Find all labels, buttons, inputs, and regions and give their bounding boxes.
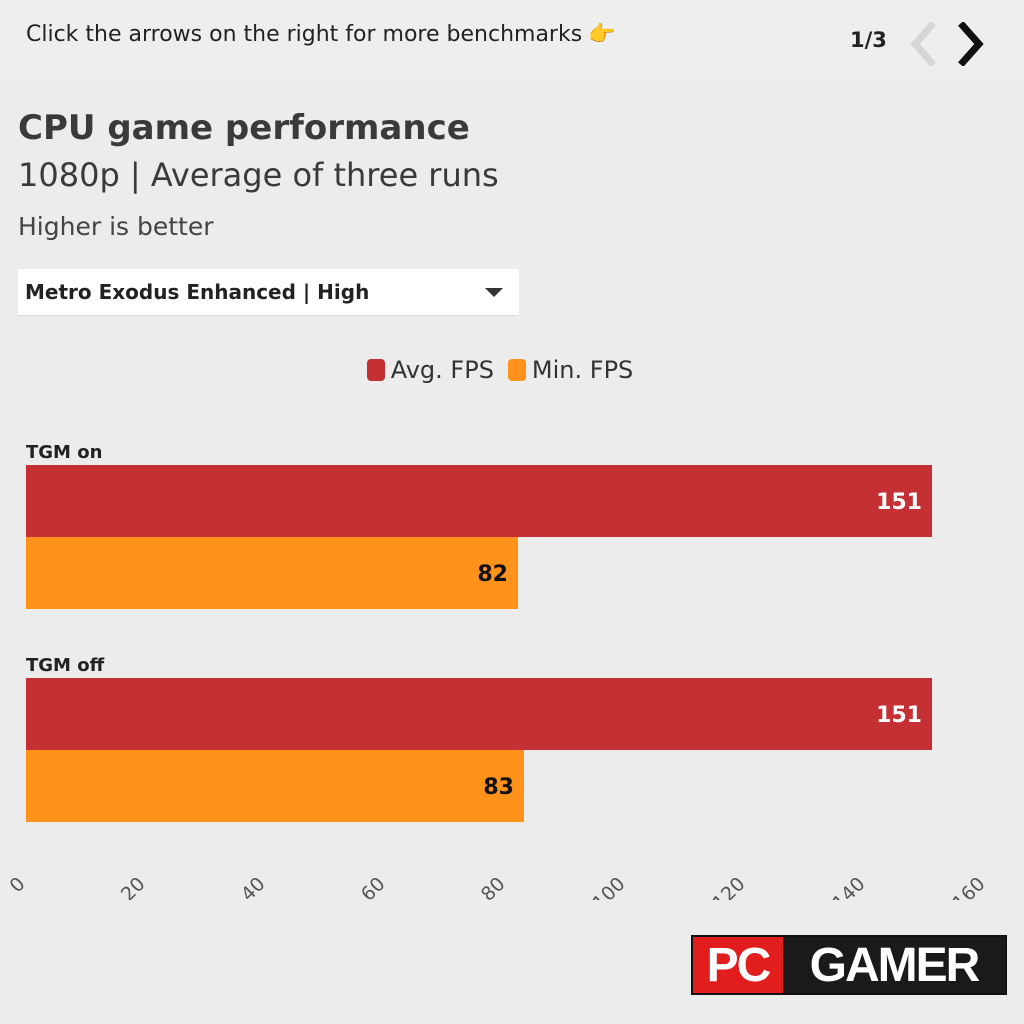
x-tick-label-0: 0 [5, 873, 29, 897]
bar-min-0 [26, 537, 518, 609]
legend-label-avg: Avg. FPS [390, 356, 494, 384]
chart-title: CPU game performance [18, 108, 470, 148]
top-bar: Click the arrows on the right for more b… [0, 0, 1024, 76]
group-label-1: TGM off [26, 655, 105, 676]
pointing-hand-icon: 👉 [588, 22, 616, 47]
legend-item-min[interactable]: Min. FPS [507, 356, 634, 384]
previous-chart-button[interactable] [904, 22, 940, 66]
x-tick-label-6: 120 [708, 873, 749, 900]
page-indicator: 1/3 [850, 28, 887, 52]
bar-min-1 [26, 750, 524, 822]
x-tick-label-7: 140 [828, 873, 869, 900]
x-tick-label-2: 40 [237, 873, 270, 900]
data-label-min-0: 82 [477, 562, 508, 587]
pc-gamer-logo: PC GAMER [691, 935, 1007, 995]
bar-chart: TGM on 151 82 TGM off 151 83 0 20 40 60 80 100 120 14… [5, 442, 989, 900]
chart-subtitle: 1080p | Average of three runs [18, 156, 499, 194]
x-tick-label-1: 20 [117, 873, 150, 900]
x-tick-label-3: 60 [357, 873, 390, 900]
data-label-avg-0: 151 [876, 490, 922, 515]
benchmark-select-value: Metro Exodus Enhanced | High [25, 280, 370, 304]
legend-item-avg[interactable]: Avg. FPS [366, 356, 494, 384]
chevron-right-icon [958, 22, 984, 66]
bar-avg-0 [26, 465, 932, 537]
logo-pc: PC [693, 937, 783, 993]
hint-text: Click the arrows on the right for more b… [26, 22, 583, 47]
next-chart-button[interactable] [954, 22, 990, 66]
legend-label-min: Min. FPS [531, 356, 634, 384]
bar-avg-1 [26, 678, 932, 750]
legend-swatch-avg [366, 359, 385, 381]
x-tick-label-8: 160 [948, 873, 989, 900]
benchmark-hint: Click the arrows on the right for more b… [26, 22, 616, 47]
benchmark-select[interactable]: Metro Exodus Enhanced | High [18, 269, 519, 316]
chart-legend: Avg. FPS Min. FPS [0, 356, 1000, 384]
legend-swatch-min [507, 359, 526, 381]
chart-note: Higher is better [18, 212, 214, 241]
caret-down-icon [485, 288, 503, 297]
x-tick-label-5: 100 [588, 873, 629, 900]
x-tick-label-4: 80 [477, 873, 510, 900]
chevron-left-icon [910, 22, 936, 66]
group-label-0: TGM on [26, 442, 102, 463]
data-label-min-1: 83 [483, 775, 514, 800]
data-label-avg-1: 151 [876, 703, 922, 728]
logo-gamer: GAMER [783, 937, 1005, 993]
